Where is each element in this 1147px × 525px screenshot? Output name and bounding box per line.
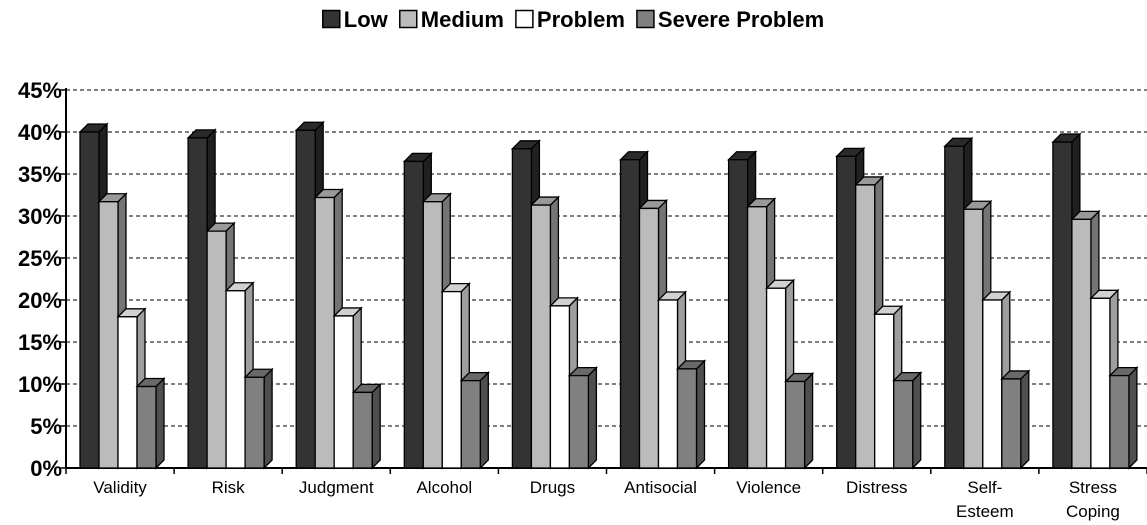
bar-side xyxy=(155,376,165,470)
bar-side xyxy=(371,382,381,470)
legend-item: Severe Problem xyxy=(636,7,824,32)
legend-item: Problem xyxy=(515,7,625,32)
bar-severe-problem xyxy=(244,376,265,469)
x-tick-label-line: Risk xyxy=(212,478,246,497)
bar-problem xyxy=(765,287,787,469)
y-tick-label: 0% xyxy=(30,456,62,481)
x-tick-label: Drugs xyxy=(530,478,575,497)
bar-severe-problem xyxy=(460,379,481,469)
bar-side xyxy=(1020,369,1030,470)
bar-medium xyxy=(1071,218,1092,469)
bar-low xyxy=(944,145,965,469)
bar-problem xyxy=(549,305,571,469)
bar-side xyxy=(1128,366,1138,470)
x-tick-label: Violence xyxy=(736,478,801,497)
x-tick-label: Stress Coping xyxy=(1066,478,1120,521)
y-tick-label: 40% xyxy=(18,120,62,145)
legend-item: Medium xyxy=(399,7,504,32)
bar-medium xyxy=(746,206,768,469)
x-tick-label: Distress xyxy=(846,478,907,497)
bar-low xyxy=(187,137,208,469)
gridlines xyxy=(66,89,1147,427)
bar-low xyxy=(1052,141,1073,469)
legend-swatch xyxy=(399,9,418,29)
bar-severe-problem xyxy=(352,391,373,469)
bar-severe-problem xyxy=(676,368,698,469)
x-tick-label: Validity xyxy=(93,478,147,497)
bar-medium xyxy=(206,230,227,469)
y-tick-label: 20% xyxy=(18,288,62,313)
bar-problem xyxy=(225,290,246,469)
bar-medium xyxy=(855,184,876,469)
x-tick-label: Antisocial xyxy=(624,478,697,497)
bar-side xyxy=(479,371,489,470)
y-tick-label: 10% xyxy=(18,372,62,397)
legend-item: Low xyxy=(322,7,389,32)
x-tick-label-line: Stress xyxy=(1069,478,1117,497)
x-tick-label-line: Esteem xyxy=(956,502,1014,521)
bar-medium xyxy=(422,201,443,469)
x-tick-label: Risk xyxy=(212,478,246,497)
x-tick-label: Alcohol xyxy=(416,478,472,497)
bar-low xyxy=(727,159,749,469)
bar-severe-problem xyxy=(1001,378,1022,469)
bar-problem xyxy=(657,299,679,469)
y-tick-label: 45% xyxy=(18,78,62,103)
legend-swatch xyxy=(636,9,655,29)
legend-label: Low xyxy=(344,7,389,32)
x-tick-label-line: Judgment xyxy=(299,478,374,497)
bars xyxy=(78,120,1139,470)
bar-severe-problem xyxy=(1109,374,1130,469)
bar-low xyxy=(403,160,424,469)
bar-low xyxy=(79,131,100,469)
bar-medium xyxy=(530,204,552,469)
bar-severe-problem xyxy=(784,380,806,469)
bar-problem xyxy=(333,315,354,469)
legend-swatch xyxy=(515,9,534,29)
x-tick-label-line: Alcohol xyxy=(416,478,472,497)
bar-medium xyxy=(98,201,119,469)
legend-swatch xyxy=(322,9,341,29)
x-tick-label: Judgment xyxy=(299,478,374,497)
bar-problem xyxy=(117,316,138,469)
bar-low xyxy=(295,129,316,469)
bar-side xyxy=(803,371,814,470)
x-tick-label-line: Distress xyxy=(846,478,907,497)
bar-problem xyxy=(1090,297,1111,469)
legend-label: Medium xyxy=(421,7,504,32)
bar-medium xyxy=(963,208,984,469)
bar-low xyxy=(511,148,533,469)
x-tick-label-line: Drugs xyxy=(530,478,575,497)
bar-medium xyxy=(638,207,660,469)
bar-problem xyxy=(982,299,1003,469)
bar-side xyxy=(263,367,273,470)
y-tick-label: 25% xyxy=(18,246,62,271)
x-tick-label-line: Validity xyxy=(93,478,147,497)
bar-side xyxy=(695,359,706,470)
bar-low xyxy=(619,159,641,469)
y-tick-label: 15% xyxy=(18,330,62,355)
bar-low xyxy=(836,155,857,469)
bar-severe-problem xyxy=(136,385,157,469)
legend-label: Problem xyxy=(537,7,625,32)
legend-label: Severe Problem xyxy=(658,7,824,32)
x-tick-label-line: Self- xyxy=(967,478,1002,497)
legend: Low Medium Problem Severe Problem xyxy=(322,7,824,32)
axis-labels: 0% 5% 10% 15% 20% 25% 30% 35% 40% 45% Validity Risk… xyxy=(18,78,1120,521)
bar-side xyxy=(587,366,598,470)
x-tick-label: Self- Esteem xyxy=(956,478,1014,521)
y-tick-label: 30% xyxy=(18,204,62,229)
x-tick-label-line: Antisocial xyxy=(624,478,697,497)
x-tick-label-line: Violence xyxy=(736,478,801,497)
bar-medium xyxy=(314,196,335,469)
bar-severe-problem xyxy=(893,379,914,469)
x-tick-label-line: Coping xyxy=(1066,502,1120,521)
bar-severe-problem xyxy=(568,374,590,469)
y-tick-label: 5% xyxy=(30,414,62,439)
bar-side xyxy=(912,371,922,470)
y-tick-label: 35% xyxy=(18,162,62,187)
bar-problem xyxy=(441,290,462,469)
bar-problem xyxy=(874,313,895,469)
